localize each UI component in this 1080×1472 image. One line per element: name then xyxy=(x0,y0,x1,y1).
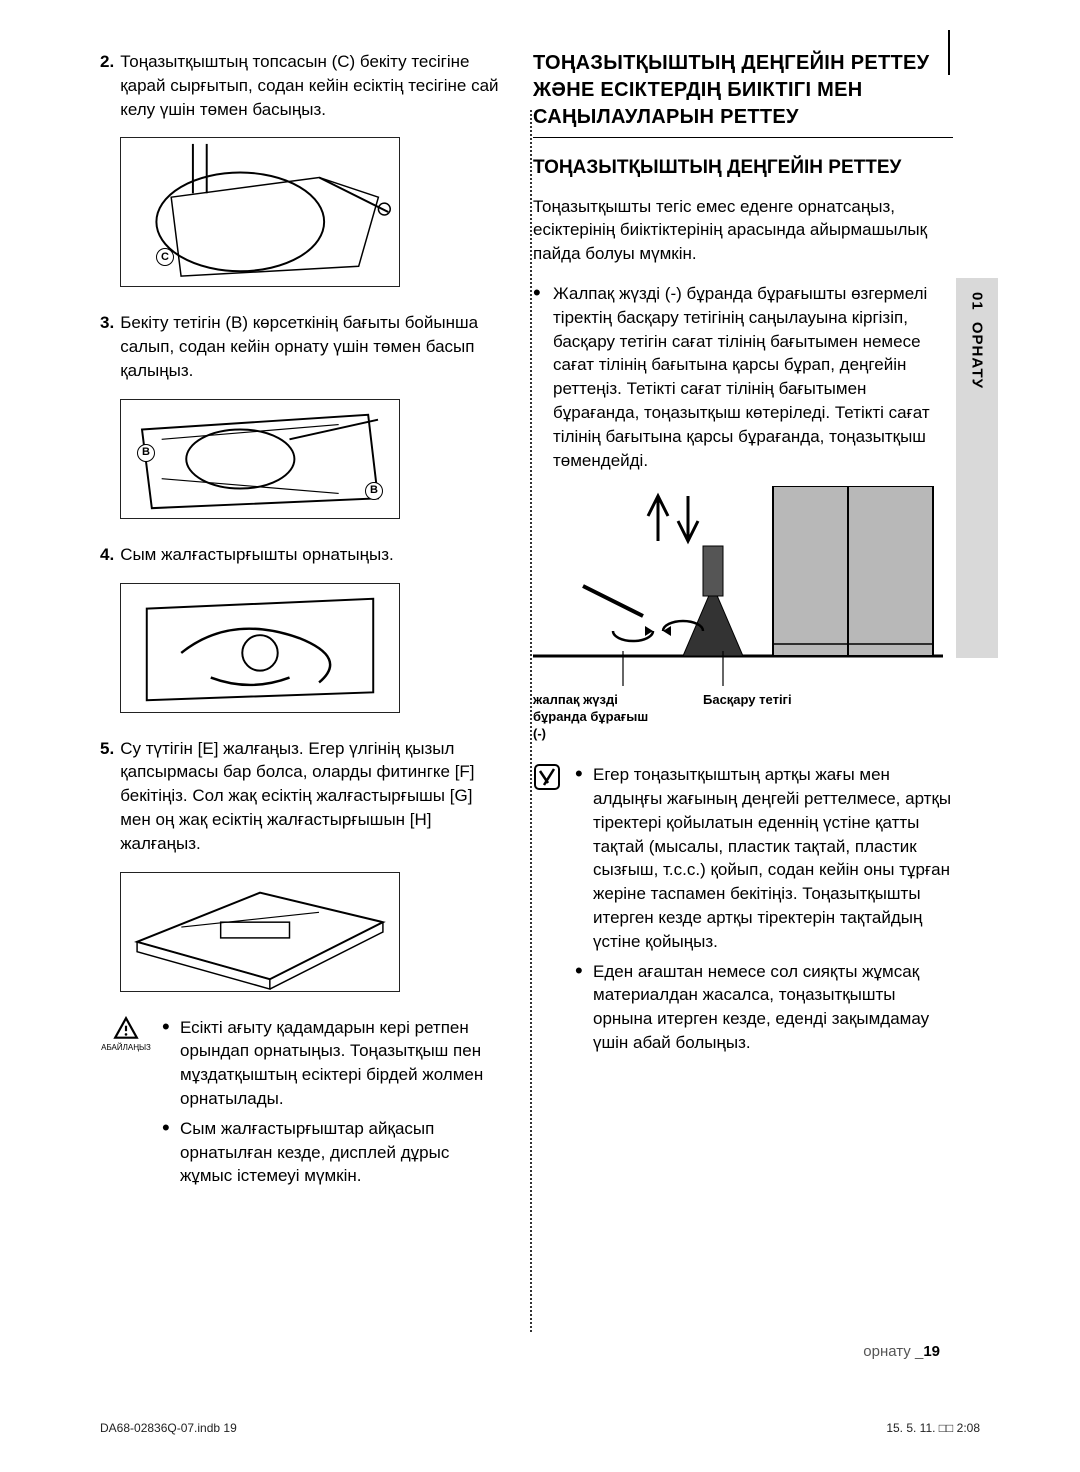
tab-label: ОРНАТУ xyxy=(969,322,986,389)
step-4: 4. Сым жалғастырғышты орнатыңыз. xyxy=(100,543,505,567)
warning-icon: АБАЙЛАҢЫЗ xyxy=(100,1016,152,1054)
figure-label-1: жалпақ жүзді бұранда бұрағыш (-) xyxy=(533,692,663,743)
figure-step4 xyxy=(120,583,400,713)
warning-text: Есікті ағыту қадамдарын кері ретпен орын… xyxy=(162,1016,505,1195)
warning-item: Сым жалғастырғыштар айқасып орнатылған к… xyxy=(162,1117,505,1188)
tab-number: 01 xyxy=(969,292,986,311)
page-content: 2. Тоңазытқыштың топсасын (C) бекіту тес… xyxy=(100,50,1040,1194)
step-2: 2. Тоңазытқыштың топсасын (C) бекіту тес… xyxy=(100,50,505,121)
note-item: Еден ағаштан немесе сол сияқты жұмсақ ма… xyxy=(575,960,953,1055)
warning-item: Есікті ағыту қадамдарын кері ретпен орын… xyxy=(162,1016,505,1111)
figure-step5 xyxy=(120,872,400,992)
step-text: Сым жалғастырғышты орнатыңыз. xyxy=(120,543,505,567)
right-column: ТОҢАЗЫТҚЫШТЫҢ ДЕҢГЕЙІН РЕТТЕУ ЖӘНЕ ЕСІКТ… xyxy=(533,50,953,1194)
figure-step2: C xyxy=(120,137,400,287)
bullet-paragraph: Жалпақ жүзді (-) бұранда бұрағышты өзгер… xyxy=(533,282,953,472)
paragraph: Тоңазытқышты тегіс емес еденге орнатсаңы… xyxy=(533,195,953,266)
step-5: 5. Су түтігін [E] жалғаңыз. Егер үлгінің… xyxy=(100,737,505,856)
warning-block: АБАЙЛАҢЫЗ Есікті ағыту қадамдарын кері р… xyxy=(100,1016,505,1195)
note-item: Егер тоңазытқыштың артқы жағы мен алдыңғ… xyxy=(575,763,953,953)
left-column: 2. Тоңазытқыштың топсасын (C) бекіту тес… xyxy=(100,50,505,1194)
print-date: 15. 5. 11. □□ 2:08 xyxy=(886,1420,980,1437)
page-footer: орнату _19 xyxy=(863,1341,940,1362)
figure-step3: B B xyxy=(120,399,400,519)
section-tab: 01 ОРНАТУ xyxy=(956,278,998,658)
section-title: ТОҢАЗЫТҚЫШТЫҢ ДЕҢГЕЙІН РЕТТЕУ ЖӘНЕ ЕСІКТ… xyxy=(533,50,953,138)
step-text: Тоңазытқыштың топсасын (C) бекіту тесігі… xyxy=(120,50,505,121)
step-text: Бекіту тетігін (B) көрсеткінің бағыты бо… xyxy=(120,311,505,382)
note-block: Егер тоңазытқыштың артқы жағы мен алдыңғ… xyxy=(533,763,953,1061)
footer-word: орнату xyxy=(863,1343,911,1360)
step-number: 3. xyxy=(100,311,114,335)
print-footer: DA68-02836Q-07.indb 19 15. 5. 11. □□ 2:0… xyxy=(100,1420,980,1437)
step-number: 5. xyxy=(100,737,114,761)
sub-section-title: ТОҢАЗЫТҚЫШТЫҢ ДЕҢГЕЙІН РЕТТЕУ xyxy=(533,156,953,181)
warning-label: АБАЙЛАҢЫЗ xyxy=(100,1044,152,1053)
step-3: 3. Бекіту тетігін (B) көрсеткінің бағыты… xyxy=(100,311,505,382)
header-rule xyxy=(948,30,950,75)
step-text: Су түтігін [E] жалғаңыз. Егер үлгінің қы… xyxy=(120,737,505,856)
column-divider xyxy=(530,110,532,1332)
step-number: 4. xyxy=(100,543,114,567)
note-text: Егер тоңазытқыштың артқы жағы мен алдыңғ… xyxy=(575,763,953,1061)
footer-page: 19 xyxy=(923,1343,940,1360)
note-icon xyxy=(533,763,563,798)
figure-label-2: Басқару тетігі xyxy=(703,692,792,743)
step-number: 2. xyxy=(100,50,114,74)
figure-labels: жалпақ жүзді бұранда бұрағыш (-) Басқару… xyxy=(533,692,953,743)
figure-label-b2: B xyxy=(365,482,383,500)
figure-label-b1: B xyxy=(137,444,155,462)
figure-leveling xyxy=(533,486,943,686)
print-file: DA68-02836Q-07.indb 19 xyxy=(100,1420,237,1437)
